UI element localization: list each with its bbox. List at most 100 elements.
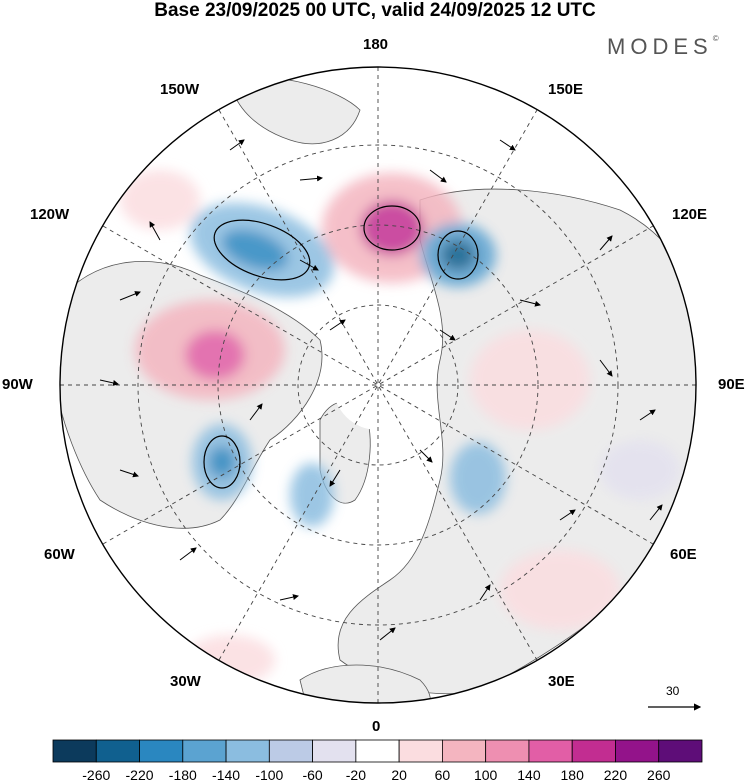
latitude-circle-80: [297, 304, 459, 466]
alaska-siberia: [229, 76, 361, 145]
colorbar-tick-label: -180: [168, 767, 197, 783]
wind-arrow: [439, 329, 456, 341]
lon-label-30e: 30E: [548, 673, 575, 690]
wind-arrow: [329, 319, 346, 331]
meridian-30: [218, 109, 538, 661]
wind-arrow: [559, 509, 576, 521]
brand-name: MODES: [607, 34, 713, 59]
meridian-150: [218, 109, 538, 661]
wind-arrow: [479, 584, 491, 601]
map-border: [59, 66, 697, 704]
wind-arrow: [429, 169, 447, 183]
circulation-contours: [203, 205, 479, 489]
wind-arrow: [599, 235, 613, 251]
colorbar-swatch: [528, 739, 573, 763]
graticule: [60, 67, 696, 703]
positive-anomaly-europe: [500, 550, 620, 630]
chart-title: Base 23/09/2025 00 UTC, valid 24/09/2025…: [154, 0, 596, 21]
colorbar-swatch: [355, 739, 400, 763]
lon-label-top: 180: [363, 36, 389, 53]
colorbar-tick-label: 140: [517, 767, 541, 783]
vortex-contour: [203, 435, 241, 489]
colorbar-tick-label: 20: [391, 767, 407, 783]
colorbar-tick-label: -260: [82, 767, 111, 783]
colorbar-tick-label: 260: [647, 767, 671, 783]
colorbar-tick-label: 60: [434, 767, 451, 783]
positive-anomaly-bering-core: [360, 200, 424, 256]
colorbar-tick-label: 100: [473, 767, 498, 783]
colorbar-swatch: [571, 739, 616, 763]
africa-north: [299, 664, 431, 703]
positive-anomaly-central-asia: [470, 330, 590, 430]
anomaly-shading: [120, 170, 680, 685]
brand-logo: MODES©: [607, 34, 719, 60]
lon-label-left: 90W: [2, 376, 33, 393]
colorbar-swatch: [52, 739, 97, 763]
wind-vectors: [99, 139, 663, 641]
lon-label-120e: 120E: [672, 206, 708, 223]
colorbar-swatch: [182, 739, 227, 763]
wind-arrow: [99, 379, 119, 386]
wind-arrow: [229, 139, 245, 151]
wind-arrow: [149, 221, 161, 241]
wind-arrow: [249, 403, 263, 421]
latitude-circle-70: [217, 224, 539, 546]
wind-arrow: [279, 594, 299, 601]
wind-arrow: [649, 504, 663, 521]
copyright-mark: ©: [712, 34, 719, 43]
colorbar-swatch: [615, 739, 660, 763]
colorbar-tick-label: -100: [255, 767, 284, 783]
colorbar-tick-label: -20: [345, 767, 366, 783]
wind-arrow: [419, 449, 433, 463]
wind-arrow: [329, 469, 341, 487]
wind-arrow: [639, 409, 656, 421]
wind-arrow: [119, 291, 141, 301]
colorbar-tick-label: -220: [125, 767, 154, 783]
colorbar-tick-label: -60: [302, 767, 323, 783]
colorbar-swatch: [268, 739, 314, 763]
wind-arrow: [379, 627, 396, 641]
vortex-contour: [437, 230, 479, 280]
lon-label-120w: 120W: [30, 206, 70, 223]
lon-label-150w: 150W: [160, 81, 200, 98]
negative-anomaly-atlantic: [290, 463, 334, 527]
wind-arrow: [499, 139, 516, 151]
wind-arrow: [119, 469, 139, 478]
lon-label-bottom: 0: [372, 718, 381, 735]
positive-anomaly-canada-core: [185, 330, 245, 380]
negative-anomaly-alaska-core: [221, 229, 289, 271]
colorbar-swatch: [398, 739, 443, 763]
colorbar-swatch: [485, 739, 530, 763]
colorbar-tick-label: -140: [212, 767, 241, 783]
lon-label-60w: 60W: [44, 546, 75, 563]
lon-label-30w: 30W: [170, 673, 201, 690]
vortex-contour: [363, 205, 421, 251]
wind-arrow: [599, 359, 613, 377]
negative-anomaly-east-asia: [600, 440, 680, 500]
polar-cap: [333, 340, 423, 430]
negative-anomaly-hudson-core: [208, 446, 236, 478]
colorbar: [52, 739, 703, 763]
colorbar-swatch: [658, 739, 703, 763]
colorbar-swatch: [312, 739, 357, 763]
wind-scale-label: 30: [666, 684, 680, 698]
colorbar-swatch: [225, 739, 270, 763]
positive-anomaly-pacific: [120, 170, 200, 230]
negative-anomaly-scandinavia: [450, 442, 506, 514]
latitude-circle-60: [137, 144, 619, 626]
colorbar-tick-label: 220: [603, 767, 628, 783]
lon-label-150e: 150E: [548, 81, 584, 98]
wind-arrow: [519, 299, 541, 307]
colorbar-swatch: [95, 739, 140, 763]
wind-arrow: [299, 175, 323, 182]
meridian-120: [102, 225, 654, 545]
meridian-60: [102, 225, 654, 545]
vortex-contour: [213, 219, 311, 281]
wind-arrow: [179, 547, 197, 561]
negative-anomaly-siberia-core: [440, 239, 476, 271]
colorbar-tick-label: 180: [560, 767, 584, 783]
colorbar-swatch: [139, 739, 184, 763]
lon-label-60e: 60E: [670, 546, 697, 563]
lon-label-right: 90E: [718, 376, 745, 393]
